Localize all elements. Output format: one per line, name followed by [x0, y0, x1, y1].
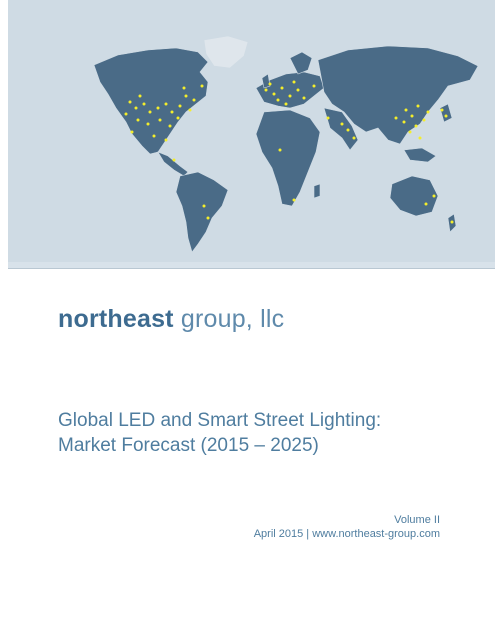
- volume-label: Volume II: [394, 514, 440, 526]
- south-america-shape: [175, 171, 229, 253]
- world-map-banner: [8, 0, 495, 269]
- australia-shape: [389, 175, 439, 217]
- report-meta: Volume II April 2015 | www.northeast-gro…: [254, 513, 440, 541]
- north-america-shape: [93, 47, 209, 155]
- date-website: April 2015 | www.northeast-group.com: [253, 528, 440, 540]
- logo-bold-text: northeast: [58, 305, 174, 333]
- world-map: [8, 35, 495, 268]
- report-title: Global LED and Smart Street Lighting: Ma…: [58, 408, 458, 458]
- city-highlights: [124, 80, 454, 224]
- europe-shape: [255, 71, 325, 109]
- continents: [93, 35, 479, 253]
- company-logo: northeast group, llc: [58, 305, 284, 334]
- title-line-2: Market Forecast (2015 – 2025): [58, 435, 319, 456]
- central-america-shape: [157, 151, 189, 177]
- antarctica-strip: [8, 262, 495, 268]
- asia-shape: [317, 45, 479, 145]
- title-line-1: Global LED and Smart Street Lighting:: [58, 410, 382, 431]
- africa-shape: [255, 109, 321, 207]
- logo-rest-text: group, llc: [173, 305, 285, 333]
